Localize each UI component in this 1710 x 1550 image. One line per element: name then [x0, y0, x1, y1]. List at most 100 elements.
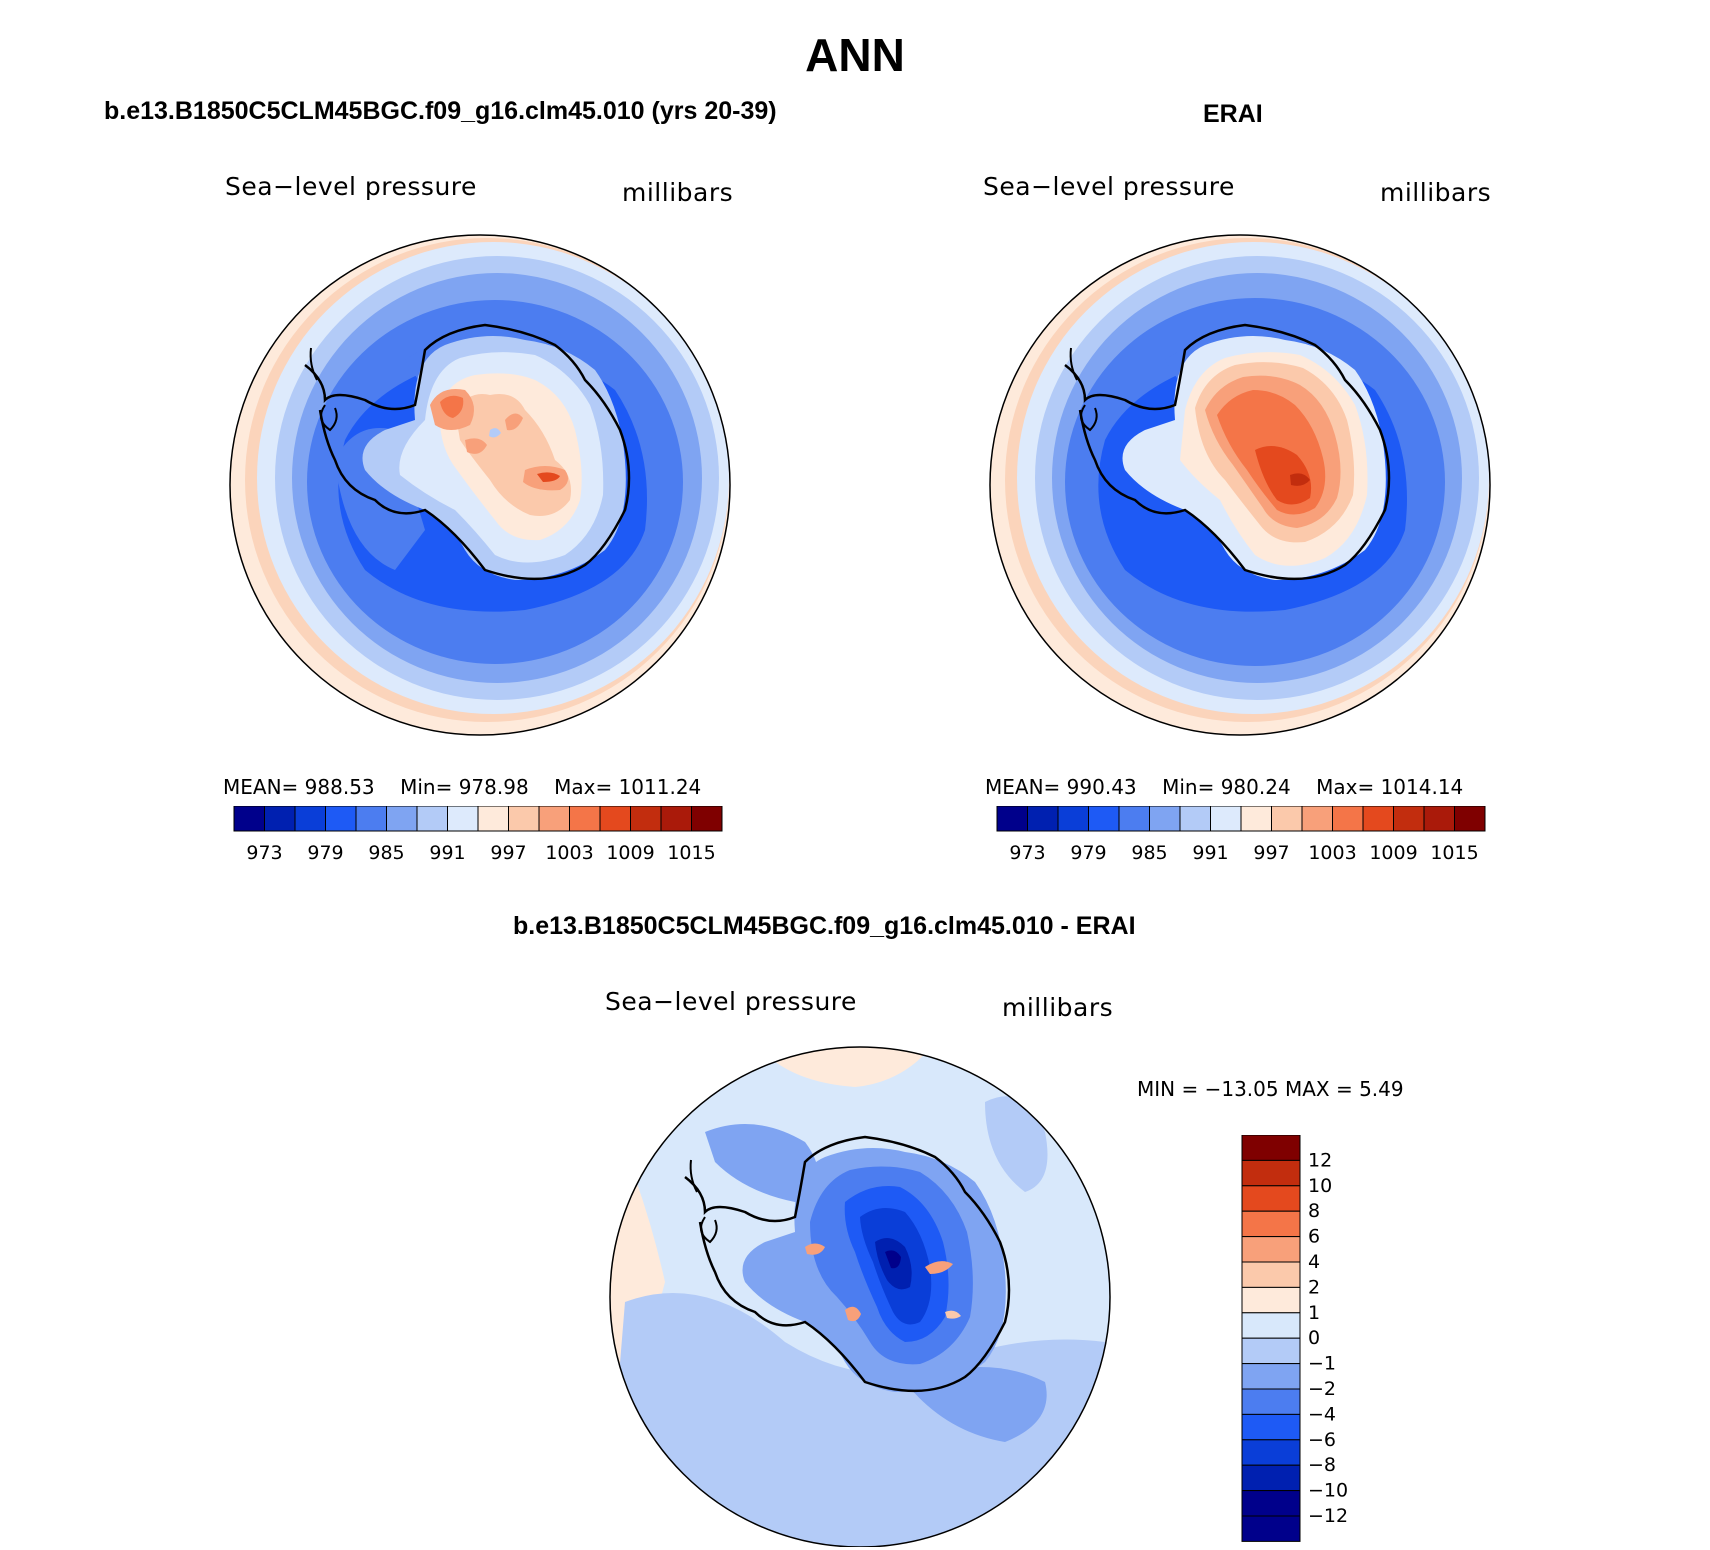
- colorbar-swatch: [1057, 806, 1089, 832]
- diff-variable-label: Sea−level pressure: [605, 987, 857, 1016]
- diff-polar-map: [609, 1046, 1111, 1547]
- colorbar-tick-label: 991: [1192, 842, 1228, 864]
- colorbar-tick-label: 10: [1308, 1175, 1332, 1197]
- colorbar-swatch: [1027, 806, 1059, 832]
- colorbar-swatch: [1241, 1135, 1301, 1161]
- model-stats: MEAN= 988.53 Min= 978.98 Max= 1011.24: [223, 775, 701, 799]
- colorbar-swatch: [386, 806, 418, 832]
- model-panel-title: b.e13.B1850C5CLM45BGC.f09_g16.clm45.010 …: [104, 97, 777, 125]
- colorbar-swatch: [660, 806, 692, 832]
- colorbar-swatch: [1241, 1515, 1301, 1542]
- obs-stats: MEAN= 990.43 Min= 980.24 Max= 1014.14: [985, 775, 1463, 799]
- obs-colorbar: 973 979 985 991 997 1003 1009 1015: [996, 806, 1486, 864]
- colorbar-swatch: [1241, 1261, 1301, 1288]
- colorbar-swatch: [1241, 1464, 1301, 1492]
- colorbar-swatch: [1271, 806, 1303, 832]
- colorbar-swatch: [569, 806, 601, 832]
- colorbar-swatch: [1241, 1413, 1301, 1441]
- colorbar-tick-label: 997: [1253, 842, 1289, 864]
- colorbar-tick-label: 1003: [1308, 842, 1356, 864]
- colorbar-swatch: [508, 806, 540, 832]
- model-polar-map: [229, 234, 731, 736]
- colorbar-swatch: [1241, 1439, 1301, 1466]
- colorbar-tick-label: −10: [1308, 1480, 1348, 1502]
- colorbar-swatch: [1088, 806, 1120, 832]
- obs-units-label: millibars: [1380, 178, 1492, 207]
- colorbar-swatch: [1118, 806, 1150, 832]
- colorbar-tick-label: 973: [1009, 842, 1045, 864]
- obs-panel-title: ERAI: [1203, 100, 1263, 128]
- colorbar-tick-label: 1015: [1430, 842, 1478, 864]
- obs-max-label: Max=: [1316, 775, 1375, 799]
- colorbar-swatch: [1241, 1286, 1301, 1314]
- colorbar-swatch: [1423, 806, 1455, 832]
- colorbar-swatch: [264, 806, 296, 832]
- colorbar-swatch: [1241, 1236, 1301, 1263]
- model-max-label: Max=: [554, 775, 613, 799]
- colorbar-tick-label: 1009: [1369, 842, 1417, 864]
- colorbar-tick-label: 979: [307, 842, 343, 864]
- colorbar-tick-label: 985: [368, 842, 404, 864]
- colorbar-tick-label: 997: [490, 842, 526, 864]
- colorbar-swatch: [1179, 806, 1211, 832]
- obs-min-value: 980.24: [1220, 775, 1291, 799]
- colorbar-swatch: [1301, 806, 1333, 832]
- obs-mean-label: MEAN=: [985, 775, 1061, 799]
- model-min-label: Min=: [400, 775, 453, 799]
- model-mean-value: 988.53: [304, 775, 375, 799]
- colorbar-swatch: [294, 806, 326, 832]
- obs-variable-label: Sea−level pressure: [983, 172, 1235, 201]
- model-variable-label: Sea−level pressure: [225, 172, 477, 201]
- colorbar-swatch: [1241, 1159, 1301, 1187]
- model-max-value: 1011.24: [618, 775, 702, 799]
- colorbar-swatch: [1454, 806, 1486, 832]
- colorbar-tick-label: −4: [1308, 1403, 1336, 1425]
- colorbar-swatch: [630, 806, 662, 832]
- colorbar-swatch: [325, 806, 357, 832]
- colorbar-tick-label: 6: [1308, 1226, 1320, 1248]
- colorbar-tick-label: 1: [1308, 1302, 1320, 1324]
- colorbar-tick-label: −8: [1308, 1454, 1336, 1476]
- colorbar-swatch: [1241, 1337, 1301, 1365]
- colorbar-tick-label: 2: [1308, 1276, 1320, 1298]
- colorbar-tick-label: −6: [1308, 1429, 1336, 1451]
- model-units-label: millibars: [622, 178, 734, 207]
- colorbar-tick-label: 8: [1308, 1200, 1320, 1222]
- colorbar-tick-label: 0: [1308, 1327, 1320, 1349]
- colorbar-swatch: [1240, 806, 1272, 832]
- main-title: ANN: [805, 29, 905, 81]
- colorbar-swatch: [1241, 1185, 1301, 1212]
- colorbar-tick-label: 4: [1308, 1251, 1320, 1273]
- colorbar-swatch: [1241, 1388, 1301, 1415]
- colorbar-tick-label: 1015: [667, 842, 715, 864]
- model-min-value: 978.98: [458, 775, 529, 799]
- colorbar-tick-label: 12: [1308, 1149, 1332, 1171]
- diff-units-label: millibars: [1002, 993, 1114, 1022]
- colorbar-swatch: [1241, 1312, 1301, 1339]
- colorbar-swatch: [1210, 806, 1242, 832]
- colorbar-tick-label: 1003: [545, 842, 593, 864]
- obs-min-label: Min=: [1162, 775, 1215, 799]
- colorbar-swatch: [996, 806, 1028, 832]
- colorbar-swatch: [1332, 806, 1364, 832]
- model-colorbar: 973 979 985 991 997 1003 1009 1015: [233, 806, 723, 864]
- colorbar-swatch: [355, 806, 387, 832]
- colorbar-tick-label: 973: [246, 842, 282, 864]
- colorbar-swatch: [538, 806, 570, 832]
- obs-polar-map: [989, 234, 1491, 736]
- colorbar-swatch: [1241, 1210, 1301, 1238]
- colorbar-swatch: [1149, 806, 1181, 832]
- colorbar-swatch: [1241, 1363, 1301, 1390]
- colorbar-tick-label: −1: [1308, 1353, 1336, 1375]
- colorbar-swatch: [416, 806, 448, 832]
- obs-mean-value: 990.43: [1066, 775, 1137, 799]
- colorbar-swatch: [477, 806, 509, 832]
- obs-max-value: 1014.14: [1380, 775, 1464, 799]
- colorbar-tick-label: 991: [429, 842, 465, 864]
- colorbar-swatch: [447, 806, 479, 832]
- colorbar-tick-label: 985: [1131, 842, 1167, 864]
- diff-panel-title: b.e13.B1850C5CLM45BGC.f09_g16.clm45.010 …: [513, 912, 1136, 940]
- model-mean-label: MEAN=: [223, 775, 299, 799]
- colorbar-tick-label: 979: [1070, 842, 1106, 864]
